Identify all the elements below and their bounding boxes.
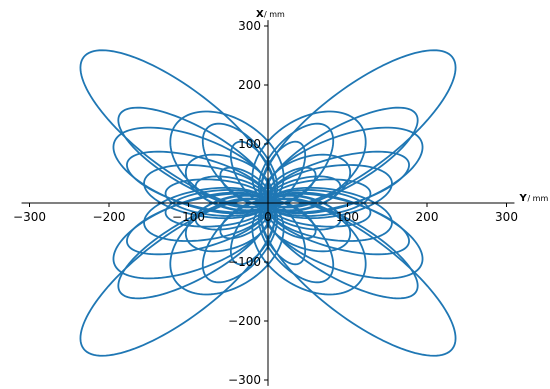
- x-axis-label: Y: [518, 193, 527, 204]
- petal-loop-22: [143, 186, 270, 242]
- petal-loop-26: [201, 200, 279, 284]
- y-tick-label: 300: [238, 19, 261, 33]
- x-axis-unit: / mm: [527, 194, 548, 203]
- petal-loop-37: [229, 140, 277, 205]
- y-tick-label: 100: [238, 137, 261, 151]
- petal-loop-41: [194, 175, 270, 212]
- petal-loop-38: [229, 201, 277, 266]
- petal-loop-47: [264, 200, 317, 240]
- petal-loop-42: [194, 194, 270, 231]
- petal-loop-17: [169, 110, 285, 209]
- x-tick-label: 100: [336, 210, 359, 224]
- x-tick-label: −100: [172, 210, 205, 224]
- x-tick-label: 200: [416, 210, 439, 224]
- petal-loop-31: [266, 189, 372, 228]
- x-tick-label: 0: [264, 210, 272, 224]
- y-tick-label: −100: [228, 255, 261, 269]
- petal-loop-39: [259, 201, 307, 266]
- y-axis-unit: / mm: [264, 10, 285, 19]
- petal-loop-36: [259, 140, 307, 205]
- x-tick-label: −200: [93, 210, 126, 224]
- petal-loop-27: [257, 200, 335, 284]
- petal-loop-21: [143, 164, 270, 220]
- petal-loop-19: [251, 197, 367, 296]
- petal-loop-18: [169, 197, 285, 296]
- petal-loop-44: [264, 166, 317, 206]
- y-tick-label: 200: [238, 78, 261, 92]
- axis-labels: Y / mm X / mm: [256, 9, 548, 204]
- x-tick-label: −300: [13, 210, 46, 224]
- petal-loop-10: [112, 191, 272, 280]
- petal-loop-29: [164, 178, 270, 217]
- petal-loop-30: [164, 189, 270, 228]
- petal-loop-16: [251, 110, 367, 209]
- petal-loop-9: [112, 126, 272, 215]
- petal-loop-24: [257, 122, 335, 206]
- petal-loop-23: [266, 186, 393, 242]
- petal-loop-11: [264, 191, 424, 280]
- petal-loop-28: [266, 178, 372, 217]
- petal-loop-43: [266, 194, 342, 231]
- petal-loop-13: [126, 150, 270, 214]
- petal-loop-14: [126, 192, 270, 256]
- petal-loop-46: [219, 200, 272, 240]
- y-tick-label: −200: [228, 314, 261, 328]
- petal-loop-40: [266, 175, 342, 212]
- y-tick-label: −300: [228, 373, 261, 387]
- petal-loop-15: [266, 192, 410, 256]
- petal-loop-25: [201, 122, 279, 206]
- x-tick-label: 300: [495, 210, 518, 224]
- petal-loop-8: [264, 126, 424, 215]
- y-axis-label: X: [256, 9, 264, 20]
- petal-loop-12: [266, 150, 410, 214]
- petal-loop-45: [219, 166, 272, 206]
- petal-loop-20: [266, 164, 393, 220]
- curve-group: [79, 49, 457, 357]
- ticks-group: −300 −200 −100 0 100 200 300 −300 −200 −100 100 200…: [13, 19, 518, 387]
